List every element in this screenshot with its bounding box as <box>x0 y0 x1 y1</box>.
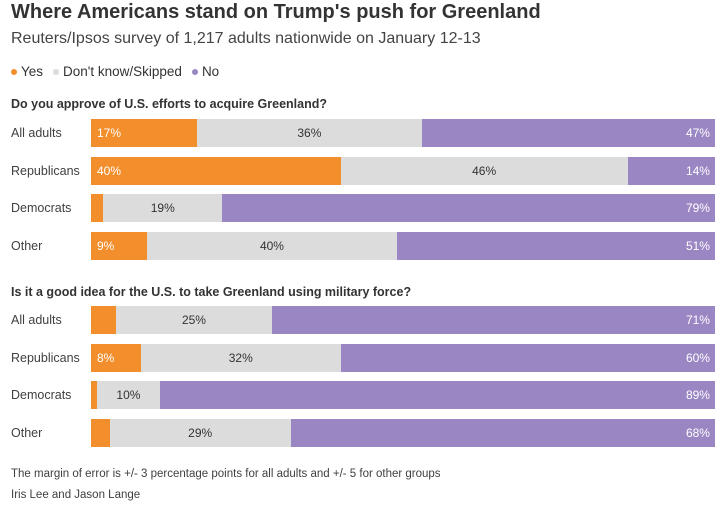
row-label-democrats: Democrats <box>11 201 72 216</box>
data-label-dont-know: 25% <box>181 313 206 327</box>
row-label-republicans: Republicans <box>11 163 80 178</box>
bar-segment-dont-know: 19% <box>103 194 223 223</box>
bar-row-all-adults: 25% 71% <box>91 306 715 334</box>
bar-segment-yes: 40% <box>91 156 341 185</box>
data-label-no: 68% <box>685 426 710 441</box>
data-label-no: 60% <box>685 350 710 365</box>
bar-segment-dont-know: 36% <box>197 119 422 147</box>
row-label-republicans: Republicans <box>11 350 80 365</box>
bar-segment-no: 14% <box>627 156 715 185</box>
legend-item-no: No <box>191 64 220 79</box>
data-label-yes: 9% <box>97 239 115 254</box>
legend-dot-yes <box>11 68 17 75</box>
row-label-all-adults: All adults <box>11 126 62 140</box>
data-label-dont-know: 29% <box>188 426 213 441</box>
bar-row-all-adults: 17% 36% 47% <box>91 119 715 147</box>
credit: Iris Lee and Jason Lange <box>11 489 141 501</box>
row-label-all-adults: All adults <box>11 313 62 327</box>
data-label-dont-know: 40% <box>259 239 284 254</box>
data-label-yes: 40% <box>97 163 122 178</box>
bar-segment-no: 79% <box>222 194 715 223</box>
data-label-no: 79% <box>685 201 710 216</box>
bar-segment-no: 47% <box>421 119 715 147</box>
bar-segment-yes <box>91 381 98 410</box>
legend-label-dont-know: Don't know/Skipped <box>63 64 182 79</box>
bar-row-republicans: 8% 32% 60% <box>91 343 715 372</box>
bar-segment-dont-know: 46% <box>340 156 628 185</box>
question-heading-2: Is it a good idea for the U.S. to take G… <box>11 285 412 299</box>
bar-row-other: 9% 40% 51% <box>91 232 715 261</box>
data-label-yes: 8% <box>97 350 115 365</box>
data-label-no: 71% <box>685 313 710 327</box>
data-label-yes: 17% <box>97 126 122 140</box>
data-label-dont-know: 36% <box>297 126 322 140</box>
question-heading-1: Do you approve of U.S. efforts to acquir… <box>11 97 328 111</box>
bar-segment-no: 60% <box>340 343 715 372</box>
data-label-dont-know: 32% <box>228 350 253 365</box>
bar-segment-dont-know: 10% <box>97 381 160 410</box>
legend: Yes Don't know/Skipped No <box>11 64 219 79</box>
data-label-dont-know: 46% <box>472 163 497 178</box>
legend-item-yes: Yes <box>11 64 43 79</box>
bar-segment-dont-know: 32% <box>140 343 341 372</box>
legend-label-no: No <box>201 64 220 79</box>
bar-row-democrats: 19% 79% <box>91 194 715 223</box>
bar-segment-yes <box>91 306 116 334</box>
data-label-no: 14% <box>685 163 710 178</box>
data-label-no: 47% <box>685 126 710 140</box>
bar-segment-dont-know: 40% <box>147 232 397 261</box>
bar-segment-no: 51% <box>396 232 715 261</box>
legend-label-yes: Yes <box>21 64 44 79</box>
row-label-other: Other <box>11 239 43 254</box>
bar-segment-yes <box>91 194 104 223</box>
legend-item-dont-know: Don't know/Skipped <box>53 64 182 79</box>
legend-dot-dont-know <box>53 68 60 75</box>
bar-segment-yes: 8% <box>91 343 141 372</box>
chart-title: Where Americans stand on Trump's push fo… <box>11 1 541 23</box>
row-label-other: Other <box>11 426 43 441</box>
data-label-dont-know: 19% <box>150 201 175 216</box>
bar-segment-no: 68% <box>290 419 715 448</box>
row-label-democrats: Democrats <box>11 388 72 403</box>
footnote: The margin of error is +/- 3 percentage … <box>11 468 441 480</box>
bar-segment-yes <box>91 419 110 448</box>
bar-row-republicans: 40% 46% 14% <box>91 156 715 185</box>
legend-dot-no <box>191 68 198 75</box>
bar-segment-dont-know: 25% <box>115 306 272 334</box>
bar-segment-no: 89% <box>159 381 715 410</box>
data-label-no: 51% <box>685 239 710 254</box>
chart-subtitle: Reuters/Ipsos survey of 1,217 adults nat… <box>11 30 481 47</box>
bar-segment-yes: 9% <box>91 232 148 261</box>
bar-row-democrats: 10% 89% <box>91 381 715 410</box>
bar-segment-no: 71% <box>271 306 715 334</box>
data-label-no: 89% <box>685 388 710 403</box>
bar-segment-dont-know: 29% <box>109 419 291 448</box>
data-label-dont-know: 10% <box>116 388 141 403</box>
bar-row-other: 29% 68% <box>91 419 715 448</box>
bar-segment-yes: 17% <box>91 119 198 147</box>
